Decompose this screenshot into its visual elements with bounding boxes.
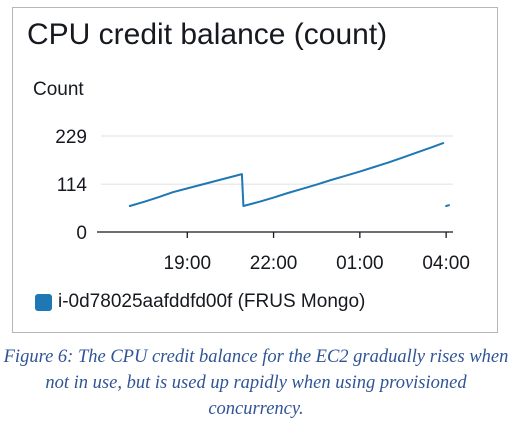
legend-swatch	[35, 293, 52, 311]
y-axis-unit-label: Count	[33, 79, 84, 100]
x-tick-label-2: 01:00	[336, 253, 384, 274]
series-0-line-segment-0	[128, 142, 445, 207]
x-tick-label-0: 19:00	[164, 253, 212, 274]
chart-title: CPU credit balance (count)	[27, 18, 388, 51]
legend-label: i-0d78025aafddfd00f (FRUS Mongo)	[58, 291, 366, 312]
legend[interactable]: i-0d78025aafddfd00f (FRUS Mongo)	[35, 291, 365, 313]
y-tick-label-0: 0	[76, 223, 87, 244]
x-tick-label-1: 22:00	[250, 253, 298, 274]
x-tick-label-3: 04:00	[422, 253, 470, 274]
line-chart: 0 114 229 19:00 22:00 01:00 04:00	[55, 127, 470, 274]
series-0-line-segment-1	[445, 204, 450, 207]
chart-widget: CPU credit balance (count) Count 0 114 229…	[12, 7, 498, 333]
y-tick-label-2: 229	[55, 127, 87, 148]
figure-caption: Figure 6: The CPU credit balance for the…	[3, 347, 509, 419]
y-tick-label-1: 114	[57, 175, 88, 196]
